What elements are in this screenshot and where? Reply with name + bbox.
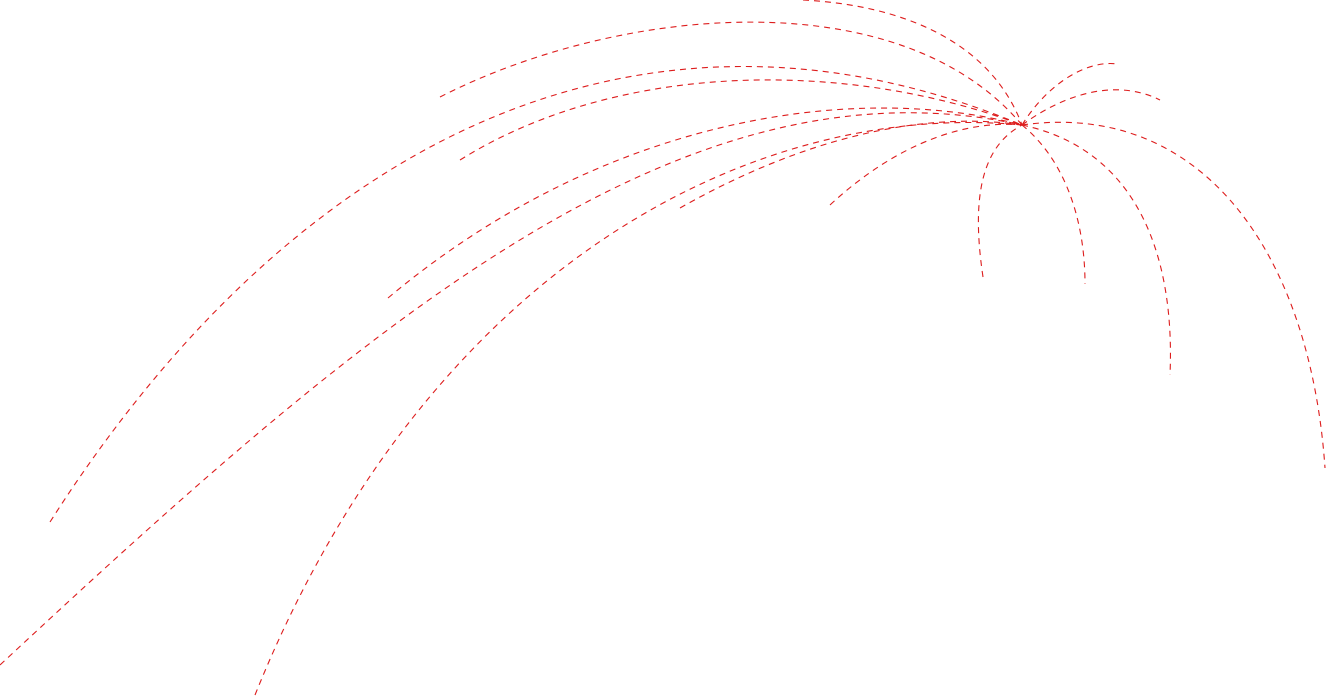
arc [49,65,1023,523]
arc [1021,124,1086,285]
arc [679,120,1023,209]
arc [0,112,1023,666]
arc [829,123,1023,206]
arc [977,124,1023,278]
arc [254,121,1023,696]
arc [802,0,1023,126]
arc [459,79,1023,161]
arc [1021,89,1161,126]
arc [1021,62,1118,126]
arc [1021,121,1326,469]
arc [1021,124,1172,376]
arc [387,107,1023,299]
arc [439,21,1023,126]
